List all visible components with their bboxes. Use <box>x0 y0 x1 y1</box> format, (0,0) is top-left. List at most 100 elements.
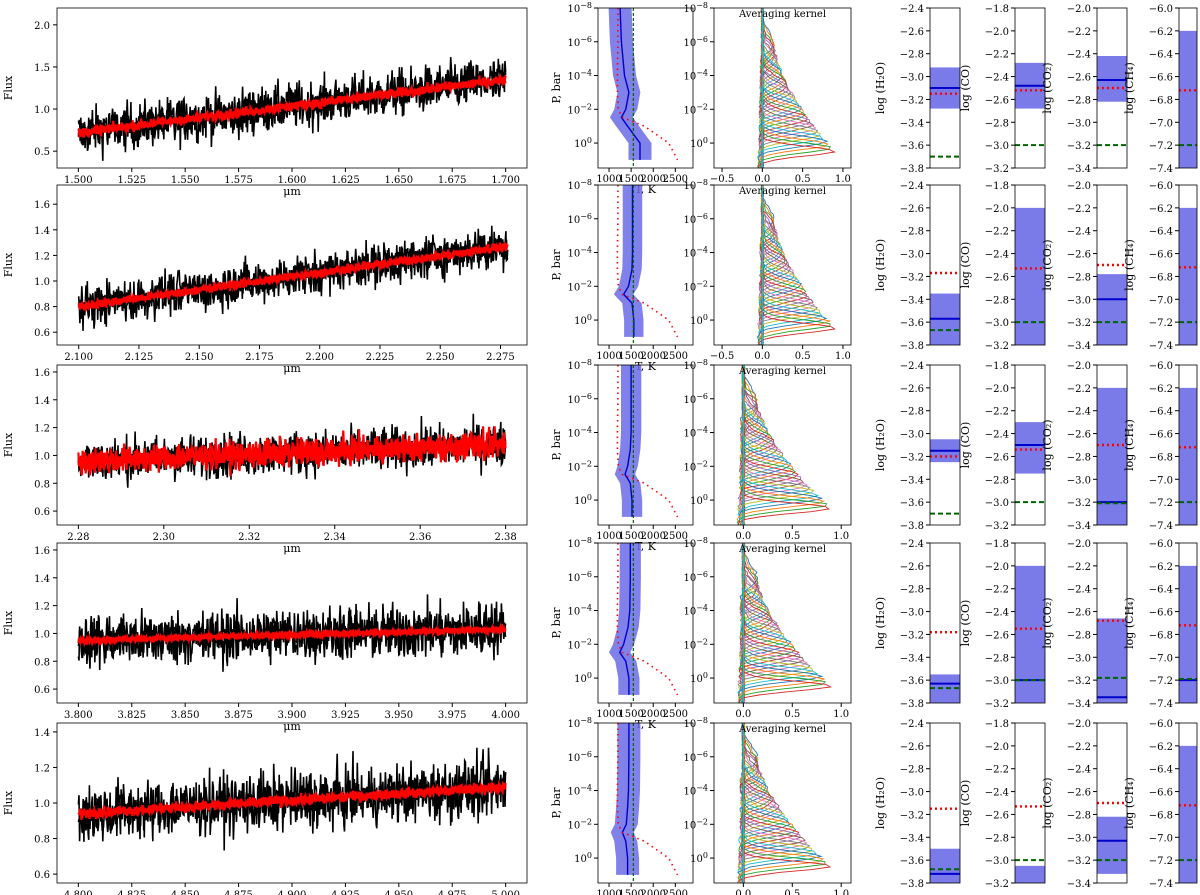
y-tick-label: −7.2 <box>1149 498 1173 509</box>
species-frame <box>929 184 961 346</box>
y-tick-label: −3.0 <box>900 430 924 441</box>
y-tick-label: 10−4 <box>567 69 592 83</box>
x-tick-label: 2.38 <box>495 532 517 543</box>
y-tick-label: −3.4 <box>1067 879 1091 890</box>
x-tick-label: 1.675 <box>438 175 467 186</box>
y-tick-label: −3.0 <box>985 676 1009 687</box>
species-panel: −1.8 −2.0 −2.2 −2.4 −2.6 −2.8 −3.0 −3.2 log (CO) <box>959 361 1046 532</box>
y-tick-label: 100 <box>690 851 708 865</box>
y-tick-label: −2.2 <box>1067 742 1091 753</box>
x-tick-label: 2.275 <box>486 352 515 363</box>
y-tick-label: −2.0 <box>1067 181 1091 192</box>
y-tick-label: −3.2 <box>1067 676 1091 687</box>
x-tick-label: 2.125 <box>125 352 154 363</box>
y-tick-label: 10−8 <box>683 716 708 730</box>
y-tick-label: 10−4 <box>567 246 592 260</box>
x-tick-label: 0.0 <box>754 174 770 185</box>
y-tick-label: −3.2 <box>1067 141 1091 152</box>
y-axis-label: P, bar <box>550 72 563 104</box>
x-tick-label: 1.0 <box>835 174 851 185</box>
species-uncertainty-band <box>1097 274 1127 345</box>
x-tick-label: 3.950 <box>384 710 413 721</box>
species-frame <box>1178 7 1198 169</box>
y-tick-label: −2.2 <box>1067 562 1091 573</box>
x-tick-label: 2500 <box>663 531 688 542</box>
y-tick-label: −3.8 <box>900 521 924 532</box>
y-tick-label: 1.2 <box>34 424 50 435</box>
y-axis-label: Flux <box>2 252 15 277</box>
species-frame <box>1014 7 1046 169</box>
species-frame <box>929 364 961 526</box>
y-tick-label: 100 <box>690 493 708 507</box>
y-axis-label: Flux <box>2 610 15 635</box>
y-tick-label: 100 <box>574 313 592 327</box>
species-panel: −2.4 −2.6 −2.8 −3.0 −3.2 −3.4 −3.6 −3.8 log (H₂O… <box>874 539 961 710</box>
y-tick-label: −2.6 <box>900 27 924 38</box>
x-tick-label: 1500 <box>618 531 643 542</box>
y-tick-label: −6.4 <box>1149 407 1173 418</box>
x-tick-label: 3.800 <box>64 710 93 721</box>
y-tick-label: −6.8 <box>1149 272 1173 283</box>
species-axis-label: log (CO₂) <box>1041 597 1054 648</box>
kernel-title: Averaging kernel <box>738 186 826 197</box>
y-tick-label: −2.6 <box>1067 430 1091 441</box>
y-tick-label: −7.2 <box>1149 856 1173 867</box>
x-tick-label: 0.5 <box>784 531 800 542</box>
y-tick-label: −7.0 <box>1149 653 1173 664</box>
y-tick-label: 100 <box>574 493 592 507</box>
x-tick-label: −0.5 <box>710 351 734 362</box>
kernel-title: Averaging kernel <box>738 544 826 555</box>
species-axis-label: log (H₂O) <box>874 419 887 471</box>
tp-frame <box>597 184 694 346</box>
y-tick-label: −3.0 <box>1067 295 1091 306</box>
species-axis-label: log (CO) <box>959 242 972 289</box>
y-tick-label: −2.2 <box>985 407 1009 418</box>
species-uncertainty-band <box>1097 816 1127 874</box>
species-frame <box>1014 184 1046 346</box>
y-tick-label: 10−2 <box>567 279 592 293</box>
averaging-kernel-panel: 0.0 0.5 1.0 10−8 10−6 10−4 10−2 100 Averaging ke… <box>683 716 852 895</box>
y-tick-label: −7.4 <box>1149 164 1173 175</box>
row-1: 1.500 1.525 1.550 1.575 1.600 1.625 1.650 1.675… <box>2 1 1198 198</box>
kernel-curve <box>739 365 823 525</box>
x-tick-label: 4.925 <box>331 890 360 895</box>
x-tick-label: 2000 <box>641 351 666 362</box>
x-axis-label: μm <box>283 185 301 198</box>
y-tick-label: 100 <box>574 136 592 150</box>
species-frame <box>929 7 961 169</box>
kernel-title: Averaging kernel <box>738 724 826 735</box>
y-tick-label: 1.0 <box>34 629 50 640</box>
y-tick-label: 10−2 <box>683 817 708 831</box>
y-tick-label: 10−4 <box>683 69 708 83</box>
y-tick-label: 10−6 <box>683 35 708 49</box>
spectrum-panel: 2.100 2.125 2.150 2.175 2.200 2.225 2.250 2.275… <box>2 184 528 375</box>
y-tick-label: 10−4 <box>683 246 708 260</box>
y-tick-label: −7.2 <box>1149 141 1173 152</box>
y-tick-label: −2.8 <box>900 765 924 776</box>
species-uncertainty-band <box>1179 387 1197 525</box>
y-tick-label: 10−2 <box>567 817 592 831</box>
species-panel: −6.0 −6.2 −6.4 −6.6 −6.8 −7.0 −7.2 −7.4 log (CH₄… <box>1123 539 1198 710</box>
x-tick-label: 0.0 <box>735 531 751 542</box>
y-tick-label: 10−4 <box>683 426 708 440</box>
y-tick-label: 100 <box>574 671 592 685</box>
y-tick-label: 10−2 <box>683 459 708 473</box>
y-tick-label: −7.2 <box>1149 676 1173 687</box>
y-tick-label: −2.0 <box>985 384 1009 395</box>
y-tick-label: −6.6 <box>1149 250 1173 261</box>
x-tick-label: 0.5 <box>795 351 811 362</box>
y-axis-label: Flux <box>2 790 15 815</box>
y-tick-label: −2.6 <box>985 810 1009 821</box>
tp-uncertainty-band <box>613 185 644 337</box>
species-axis-label: log (CH₄) <box>1123 777 1136 829</box>
y-tick-label: −2.2 <box>985 50 1009 61</box>
species-frame <box>1178 184 1198 346</box>
y-tick-label: 10−2 <box>683 102 708 116</box>
y-tick-label: −3.0 <box>1067 118 1091 129</box>
x-tick-label: 4.875 <box>224 890 253 895</box>
y-tick-label: −3.2 <box>985 164 1009 175</box>
y-tick-label: −3.2 <box>1067 856 1091 867</box>
